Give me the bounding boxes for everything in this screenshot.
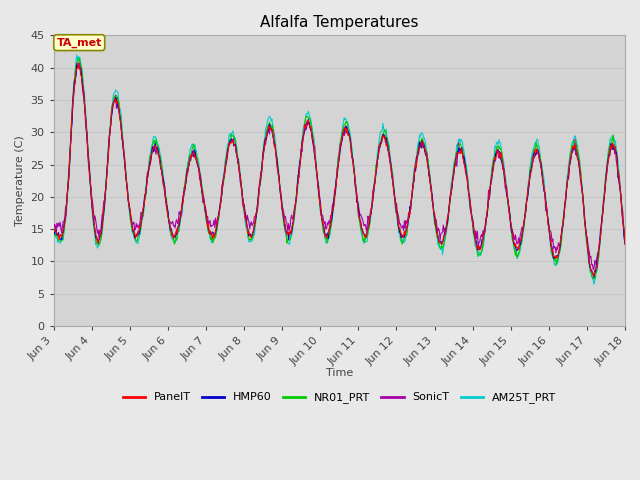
Text: TA_met: TA_met (56, 37, 102, 48)
Title: Alfalfa Temperatures: Alfalfa Temperatures (260, 15, 419, 30)
Y-axis label: Temperature (C): Temperature (C) (15, 135, 25, 226)
Legend: PanelT, HMP60, NR01_PRT, SonicT, AM25T_PRT: PanelT, HMP60, NR01_PRT, SonicT, AM25T_P… (118, 388, 561, 408)
X-axis label: Time: Time (326, 369, 353, 378)
